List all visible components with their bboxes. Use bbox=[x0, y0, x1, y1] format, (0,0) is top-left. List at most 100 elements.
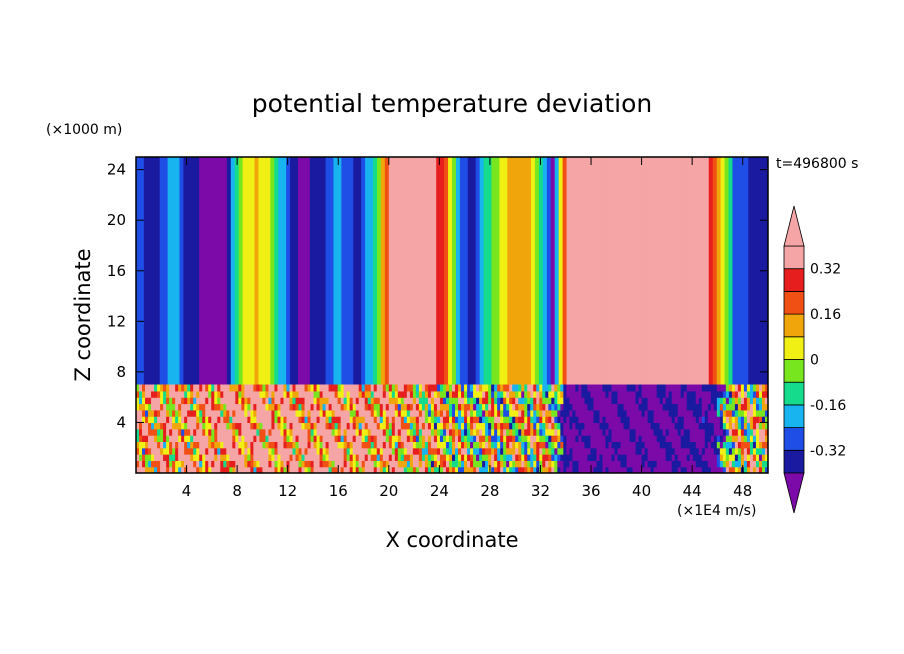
lower-layer-cell bbox=[235, 428, 239, 436]
upper-column-cell bbox=[507, 157, 512, 385]
upper-column-cell bbox=[617, 157, 623, 385]
lower-layer-cell bbox=[689, 409, 694, 417]
lower-layer-cell bbox=[220, 390, 224, 398]
lower-layer-cell bbox=[566, 397, 570, 405]
x-tick-label: 32 bbox=[531, 482, 550, 500]
lower-layer-cell bbox=[602, 460, 607, 468]
lower-layer-cell bbox=[578, 384, 583, 392]
lower-layer-cell bbox=[205, 384, 209, 392]
lower-layer-cell bbox=[584, 447, 589, 455]
lower-layer-cell bbox=[331, 403, 336, 411]
lower-layer-cell bbox=[458, 435, 462, 442]
lower-layer-cell bbox=[686, 390, 691, 398]
lower-layer-cell bbox=[223, 454, 227, 461]
lower-layer-cell bbox=[599, 428, 604, 436]
lower-layer-cell bbox=[647, 460, 652, 468]
lower-layer-cell bbox=[656, 403, 661, 411]
lower-layer-cell bbox=[704, 403, 709, 411]
lower-layer-cell bbox=[214, 416, 218, 424]
upper-column-cell bbox=[538, 157, 544, 385]
lower-layer-cell bbox=[473, 403, 477, 411]
lower-layer-cell bbox=[352, 466, 357, 473]
lower-layer-cell bbox=[157, 384, 161, 392]
lower-layer-cell bbox=[677, 390, 682, 398]
lower-layer-cell bbox=[316, 397, 321, 405]
lower-layer-cell bbox=[491, 454, 495, 461]
lower-layer-cell bbox=[656, 428, 661, 436]
upper-column-cell bbox=[519, 157, 524, 385]
lower-layer-cell bbox=[611, 454, 616, 461]
lower-layer-cell bbox=[211, 384, 215, 392]
lower-layer-cell bbox=[494, 454, 498, 461]
lower-layer-cell bbox=[373, 409, 378, 417]
lower-layer-cell bbox=[722, 454, 727, 461]
lower-layer-cell bbox=[139, 441, 143, 449]
lower-layer-cell bbox=[406, 454, 411, 461]
lower-layer-cell bbox=[178, 403, 182, 411]
lower-layer-cell bbox=[160, 441, 164, 449]
lower-layer-cell bbox=[734, 454, 739, 461]
lower-layer-cell bbox=[346, 422, 351, 430]
lower-layer-cell bbox=[509, 390, 513, 398]
lower-layer-cell bbox=[512, 447, 516, 455]
lower-layer-cell bbox=[650, 397, 655, 405]
lower-layer-cell bbox=[370, 384, 375, 392]
lower-layer-cell bbox=[433, 466, 438, 473]
lower-layer-cell bbox=[145, 466, 149, 473]
lower-layer-cell bbox=[424, 416, 429, 424]
lower-layer-cell bbox=[533, 454, 537, 461]
lower-layer-cell bbox=[587, 454, 592, 461]
lower-layer-cell bbox=[184, 441, 188, 449]
lower-layer-cell bbox=[752, 390, 757, 398]
lower-layer-cell bbox=[458, 416, 462, 424]
lower-layer-cell bbox=[473, 397, 477, 405]
lower-layer-cell bbox=[608, 466, 613, 473]
lower-layer-cell bbox=[674, 454, 679, 461]
lower-layer-cell bbox=[319, 460, 324, 468]
upper-column-cell bbox=[444, 157, 449, 385]
lower-layer-cell bbox=[373, 397, 378, 405]
lower-layer-cell bbox=[512, 454, 516, 461]
lower-layer-cell bbox=[716, 390, 721, 398]
lower-layer-cell bbox=[674, 460, 679, 468]
lower-layer-cell bbox=[455, 441, 459, 449]
lower-layer-cell bbox=[662, 416, 667, 424]
lower-layer-cell bbox=[199, 416, 203, 424]
upper-column-cell bbox=[416, 157, 421, 385]
lower-layer-cell bbox=[671, 441, 676, 449]
lower-layer-cell bbox=[464, 403, 468, 411]
lower-layer-cell bbox=[737, 397, 742, 405]
lower-layer-cell bbox=[545, 466, 549, 473]
lower-layer-cell bbox=[473, 390, 477, 398]
lower-layer-cell bbox=[223, 409, 227, 417]
lower-layer-cell bbox=[190, 416, 194, 424]
lower-layer-cell bbox=[316, 422, 321, 430]
lower-layer-cell bbox=[325, 397, 330, 405]
lower-layer-cell bbox=[178, 435, 182, 442]
upper-column-cell bbox=[736, 157, 741, 385]
lower-layer-cell bbox=[629, 441, 634, 449]
lower-layer-cell bbox=[259, 454, 263, 461]
lower-layer-cell bbox=[683, 447, 688, 455]
lower-layer-cell bbox=[355, 384, 360, 392]
lower-layer-cell bbox=[319, 390, 324, 398]
lower-layer-cell bbox=[148, 466, 152, 473]
lower-layer-cell bbox=[241, 416, 245, 424]
lower-layer-cell bbox=[566, 403, 570, 411]
lower-layer-cell bbox=[521, 409, 525, 417]
lower-layer-cell bbox=[605, 390, 610, 398]
lower-layer-cell bbox=[286, 447, 291, 455]
lower-layer-cell bbox=[515, 384, 519, 392]
lower-layer-cell bbox=[205, 466, 209, 473]
lower-layer-cell bbox=[704, 422, 709, 430]
lower-layer-cell bbox=[611, 397, 616, 405]
lower-layer-cell bbox=[659, 441, 664, 449]
lower-layer-cell bbox=[421, 403, 426, 411]
lower-layer-cell bbox=[208, 460, 212, 468]
lower-layer-cell bbox=[406, 422, 411, 430]
lower-layer-cell bbox=[325, 435, 330, 442]
lower-layer-cell bbox=[653, 454, 658, 461]
lower-layer-cell bbox=[334, 422, 339, 430]
lower-layer-cell bbox=[202, 441, 206, 449]
lower-layer-cell bbox=[608, 454, 613, 461]
